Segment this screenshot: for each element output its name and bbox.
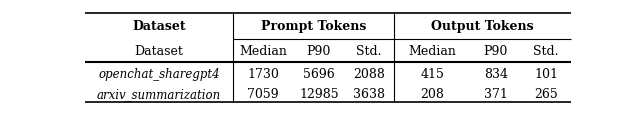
Text: 2088: 2088 [353,67,385,80]
Text: 371: 371 [484,87,508,100]
Text: 12985: 12985 [299,87,339,100]
Text: Std.: Std. [356,45,381,57]
Text: Output Tokens: Output Tokens [431,20,534,33]
Text: Median: Median [408,45,456,57]
Text: Prompt Tokens: Prompt Tokens [260,20,366,33]
Text: Median: Median [239,45,287,57]
Text: 415: 415 [420,67,444,80]
Text: 265: 265 [534,87,558,100]
Text: 208: 208 [420,87,444,100]
Text: P90: P90 [307,45,331,57]
Text: arxiv_summarization: arxiv_summarization [97,87,221,100]
Text: 3638: 3638 [353,87,385,100]
Text: Dataset: Dataset [134,45,184,57]
Text: Dataset: Dataset [132,20,186,33]
Text: 1730: 1730 [247,67,279,80]
Text: 7059: 7059 [248,87,279,100]
Text: openchat_sharegpt4: openchat_sharegpt4 [98,67,220,80]
Text: P90: P90 [484,45,508,57]
Text: 5696: 5696 [303,67,335,80]
Text: 101: 101 [534,67,558,80]
Text: 834: 834 [484,67,508,80]
Text: Std.: Std. [533,45,559,57]
